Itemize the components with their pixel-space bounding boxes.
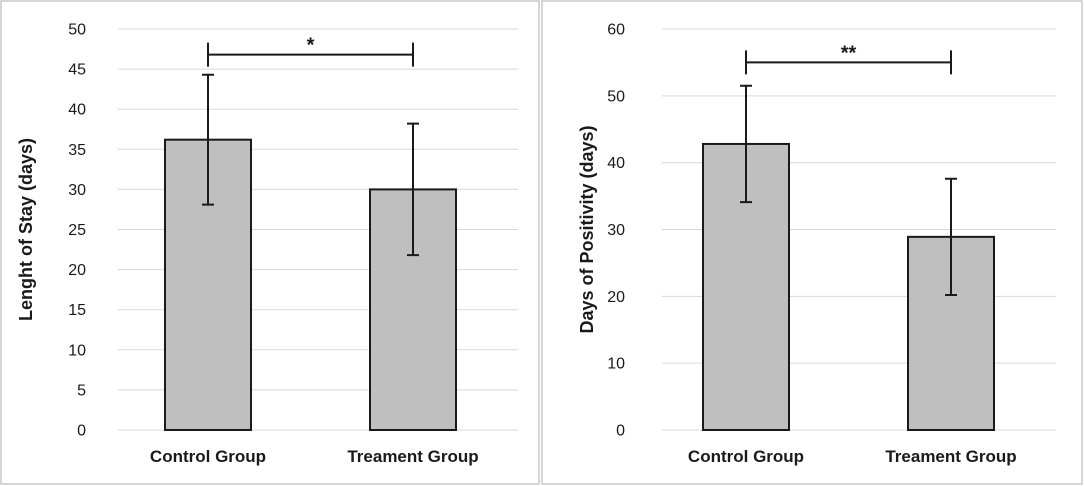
significance-marker: *: [307, 35, 315, 57]
error-bar: [945, 177, 957, 296]
error-bar: [407, 122, 419, 257]
significance-bracket: **: [745, 42, 952, 75]
y-tick-label: 60: [607, 22, 625, 39]
y-tick-label: 50: [68, 22, 86, 39]
y-tick-label: 20: [68, 262, 86, 279]
y-tick-label: 50: [607, 88, 625, 105]
category-label-treatment: Treament Group: [347, 447, 478, 466]
y-tick-label: 45: [68, 62, 86, 79]
y-tick-label: 10: [607, 356, 625, 373]
significance-bracket-line: [207, 42, 414, 67]
y-tick-label: 10: [68, 342, 86, 359]
y-axis-label: Days of Positivity (days): [577, 125, 597, 333]
y-tick-label: 20: [607, 289, 625, 306]
y-tick-label: 25: [68, 222, 86, 239]
y-axis-label: Lenght of Stay (days): [16, 138, 36, 321]
y-tick-label: 15: [68, 302, 86, 319]
y-tick-label: 30: [607, 222, 625, 239]
y-tick-label: 30: [68, 182, 86, 199]
category-label-control: Control Group: [688, 447, 804, 466]
y-tick-label: 0: [77, 423, 86, 440]
significance-bracket-line: [745, 50, 952, 75]
category-label-treatment: Treament Group: [885, 447, 1016, 466]
y-tick-label: 35: [68, 142, 86, 159]
error-bars: [202, 73, 419, 257]
y-tick-label: 40: [68, 102, 86, 119]
length-of-stay-chart: 0 5 10 15 20 25 30 35 40 45 50 * Control Group Tre…: [16, 22, 518, 466]
y-tick-labels: 0 5 10 15 20 25 30 35 40 45 50: [68, 22, 86, 440]
significance-bracket: *: [207, 35, 414, 67]
y-tick-label: 0: [616, 423, 625, 440]
error-bars: [740, 84, 957, 296]
y-tick-label: 40: [607, 155, 625, 172]
y-tick-labels: 0 10 20 30 40 50 60: [607, 22, 625, 440]
days-of-positivity-chart: 0 10 20 30 40 50 60 ** Control Group Treament …: [577, 22, 1056, 466]
y-tick-label: 5: [77, 382, 86, 399]
error-bar: [740, 84, 752, 204]
category-label-control: Control Group: [150, 447, 266, 466]
significance-marker: **: [841, 42, 857, 64]
error-bar: [202, 73, 214, 206]
right-panel-frame: [541, 0, 1083, 485]
